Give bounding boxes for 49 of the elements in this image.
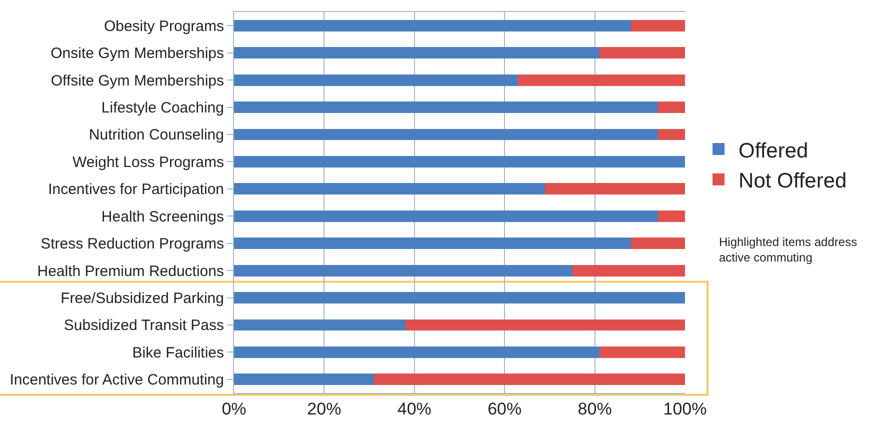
bar <box>234 20 631 32</box>
bar <box>234 210 658 222</box>
bar <box>234 47 600 59</box>
y-tick-label: Obesity Programs <box>104 18 224 35</box>
y-tick-label: Health Screenings <box>101 208 224 226</box>
y-tick-label: Health Premium Reductions <box>37 262 224 280</box>
x-tick-label: 80% <box>578 399 612 418</box>
y-tick-label: Bike Facilities <box>132 344 224 362</box>
y-tick-label: Incentives for Participation <box>48 181 224 198</box>
bar <box>234 346 600 358</box>
bar <box>234 238 631 250</box>
bar <box>630 238 685 250</box>
bar <box>234 183 546 195</box>
text: Highlighted items address active commuting <box>719 235 858 265</box>
bar <box>658 128 685 140</box>
x-tick-label: 20% <box>307 399 342 418</box>
y-tick-label: Weight Loss Programs <box>72 154 224 171</box>
x-tick-label: 100% <box>663 399 707 418</box>
bar <box>234 264 572 276</box>
legend-label: Not Offered <box>738 170 847 193</box>
bar <box>234 374 374 386</box>
y-tick-label: Subsidized Transit Pass <box>64 317 224 334</box>
y-tick-label: Stress Reduction Programs <box>40 236 224 253</box>
y-tick-label: Lifestyle Coaching <box>101 100 224 116</box>
bar <box>234 156 685 168</box>
bar <box>234 102 658 113</box>
bar <box>234 128 658 140</box>
bar <box>630 20 685 32</box>
bar <box>405 319 685 331</box>
bar <box>234 74 518 86</box>
bar <box>599 47 685 59</box>
x-tick-label: 60% <box>488 399 522 418</box>
bar <box>234 319 406 331</box>
bar <box>545 183 685 195</box>
legend-label: Offered <box>738 139 808 162</box>
y-tick-label: Incentives for Active Commuting <box>10 372 224 389</box>
y-tick-label: Free/Subsidized Parking <box>60 290 224 307</box>
bar <box>658 210 685 222</box>
bar <box>234 292 685 304</box>
y-tick-label: Offsite Gym Memberships <box>50 72 224 90</box>
x-tick-label: 40% <box>397 399 432 418</box>
bar <box>374 374 685 386</box>
bar <box>518 74 685 86</box>
x-tick-label: 0% <box>222 399 246 418</box>
y-tick-label: Nutrition Counseling <box>88 126 224 144</box>
bar <box>572 264 685 276</box>
bar <box>599 346 685 358</box>
y-tick-label: Onsite Gym Memberships <box>50 45 224 62</box>
bar <box>658 102 685 113</box>
